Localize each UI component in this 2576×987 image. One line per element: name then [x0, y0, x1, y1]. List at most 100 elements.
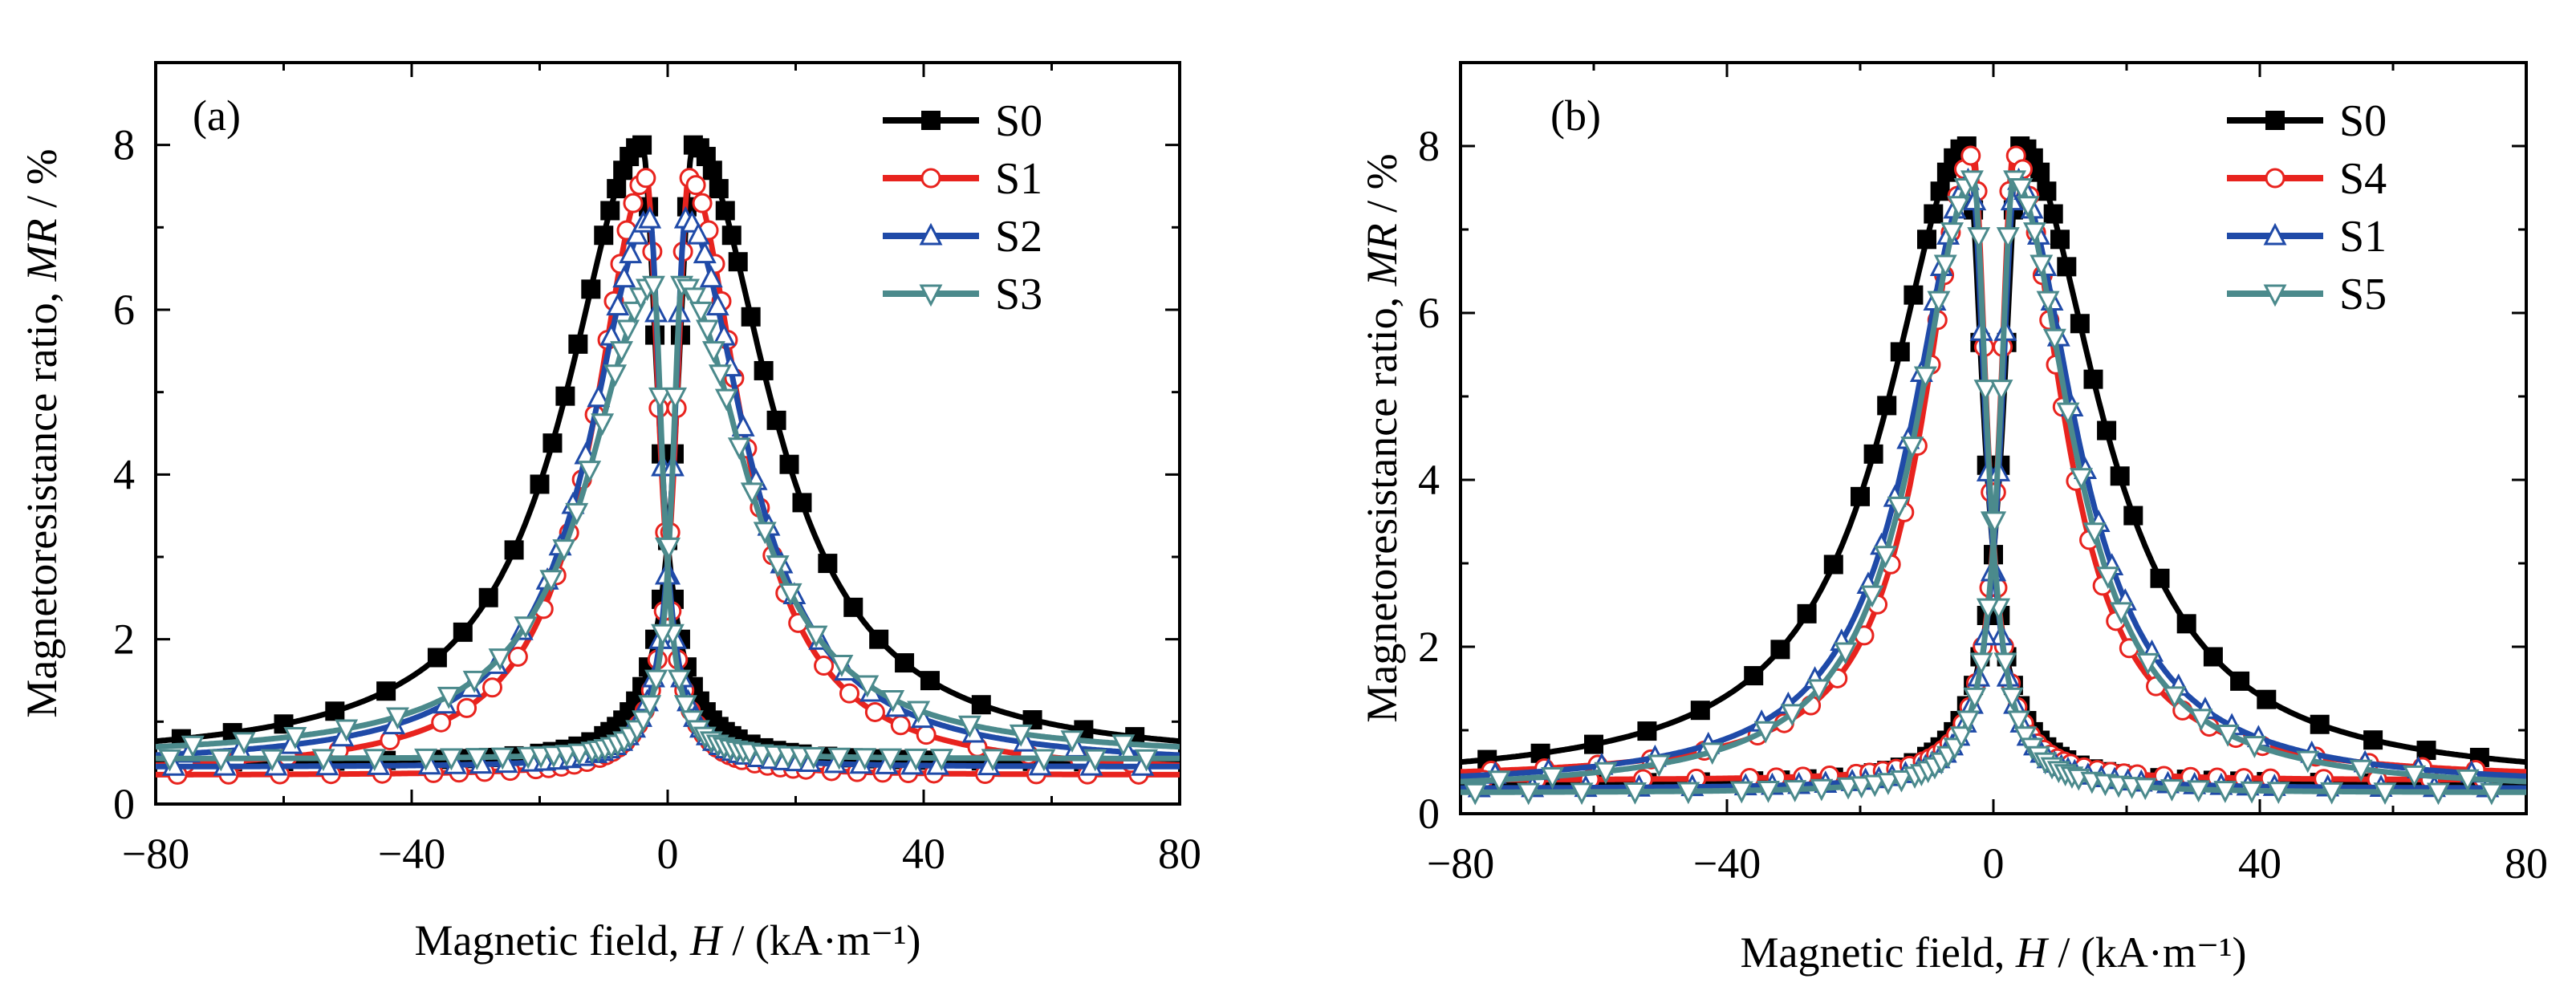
- axes-ticks: −80 −40 0 40 80 0 2 4 6 8: [113, 63, 1201, 878]
- point-S0: [504, 540, 524, 560]
- point-S2: [612, 265, 636, 288]
- point-S1: [507, 646, 528, 667]
- point-S5: [1594, 762, 1618, 785]
- point-S5: [1780, 704, 1804, 727]
- legend-item-S2: S2: [883, 212, 1042, 262]
- point-S5: [1900, 437, 1924, 459]
- point-S5: [1996, 227, 2020, 250]
- point-S3: [727, 437, 751, 460]
- x-tick-label: 0: [657, 830, 679, 878]
- point-S3: [1009, 724, 1033, 747]
- point-S5: [1993, 652, 2017, 676]
- point-S3: [695, 319, 719, 343]
- series-line-S1: [156, 175, 1180, 778]
- point-S3: [683, 287, 706, 311]
- point-S1: [481, 677, 502, 698]
- y-tick-label: 4: [1418, 456, 1440, 504]
- point-S0: [2043, 204, 2063, 224]
- point-S5: [2013, 726, 2038, 749]
- point-S5: [1983, 511, 2007, 534]
- point-S5: [2216, 725, 2240, 747]
- point-S5: [1940, 222, 1965, 245]
- point-S5: [2403, 765, 2427, 788]
- point-S0: [1797, 603, 1817, 623]
- point-S5: [1947, 196, 1971, 218]
- plot-data: [156, 135, 1180, 785]
- legend: S0 S1 S2 S3: [883, 96, 1042, 319]
- chart-panel-b: −80 −40 0 40 80 0 2 4 6 8 (b) Magnetic field, H /…: [1358, 61, 2548, 977]
- point-S3: [641, 275, 665, 299]
- point-S0: [478, 587, 498, 607]
- point-S1: [839, 683, 859, 704]
- point-S1: [692, 193, 713, 213]
- point-S5: [2009, 177, 2034, 201]
- legend-label: S4: [2339, 154, 2387, 204]
- panel-label: (b): [1550, 91, 1601, 140]
- point-S1: [431, 712, 452, 733]
- point-S2: [625, 221, 649, 245]
- point-S5: [2296, 750, 2320, 774]
- point-S5: [1570, 782, 1594, 806]
- legend-item-S3: S3: [883, 270, 1042, 319]
- point-S0: [1690, 701, 1710, 721]
- point-S5: [2042, 328, 2066, 351]
- point-S2: [712, 323, 736, 346]
- y-tick-label: 0: [1418, 790, 1440, 838]
- point-S5: [2320, 782, 2344, 805]
- point-S3: [488, 648, 512, 671]
- point-S5: [1960, 170, 1984, 193]
- point-S5: [1700, 742, 1725, 766]
- point-S0: [530, 474, 550, 494]
- point-S3: [1135, 749, 1159, 772]
- point-S3: [929, 749, 953, 771]
- point-S3: [778, 583, 802, 606]
- point-S3: [657, 537, 681, 560]
- point-S3: [644, 669, 668, 693]
- point-S0: [325, 701, 345, 721]
- point-S1: [890, 715, 911, 736]
- point-S5: [1863, 774, 1887, 798]
- point-S5: [2189, 709, 2213, 732]
- point-S3: [1060, 730, 1084, 753]
- legend-marker: [920, 168, 941, 189]
- point-S2: [606, 293, 630, 316]
- legend-item-S1: S1: [2227, 212, 2387, 262]
- x-tick-label: −40: [1693, 839, 1761, 887]
- point-S3: [623, 301, 647, 324]
- series-S3: [156, 275, 1180, 772]
- point-S3: [957, 715, 981, 738]
- point-S5: [1887, 496, 1911, 519]
- point-S3: [232, 732, 256, 755]
- point-S0: [1890, 342, 1910, 362]
- point-S3: [1083, 749, 1107, 772]
- point-S5: [2187, 780, 2211, 803]
- point-S0: [2230, 671, 2250, 691]
- point-S5: [1463, 782, 1487, 806]
- point-S0: [869, 629, 889, 649]
- point-S5: [1756, 780, 1780, 803]
- point-S3: [490, 747, 514, 770]
- point-S3: [578, 461, 602, 483]
- plot-area: [1461, 136, 2526, 806]
- point-S3: [753, 522, 777, 545]
- point-S0: [1637, 721, 1657, 741]
- point-S5: [2070, 468, 2094, 490]
- point-S5: [1989, 380, 2013, 402]
- legend-label: S1: [995, 154, 1042, 204]
- point-S3: [539, 570, 563, 593]
- point-S3: [335, 719, 359, 742]
- point-S3: [1111, 734, 1136, 758]
- point-S2: [693, 241, 717, 264]
- point-S3: [363, 749, 387, 771]
- point-S0: [2203, 647, 2223, 667]
- point-S5: [2213, 781, 2237, 803]
- point-S3: [555, 745, 579, 767]
- point-S3: [591, 413, 615, 436]
- point-S5: [2480, 782, 2504, 806]
- point-S5: [2240, 781, 2264, 804]
- point-S3: [664, 387, 688, 410]
- point-S1: [814, 656, 835, 676]
- x-tick-label: 40: [2238, 839, 2281, 887]
- point-S3: [904, 748, 928, 771]
- point-S3: [855, 675, 880, 698]
